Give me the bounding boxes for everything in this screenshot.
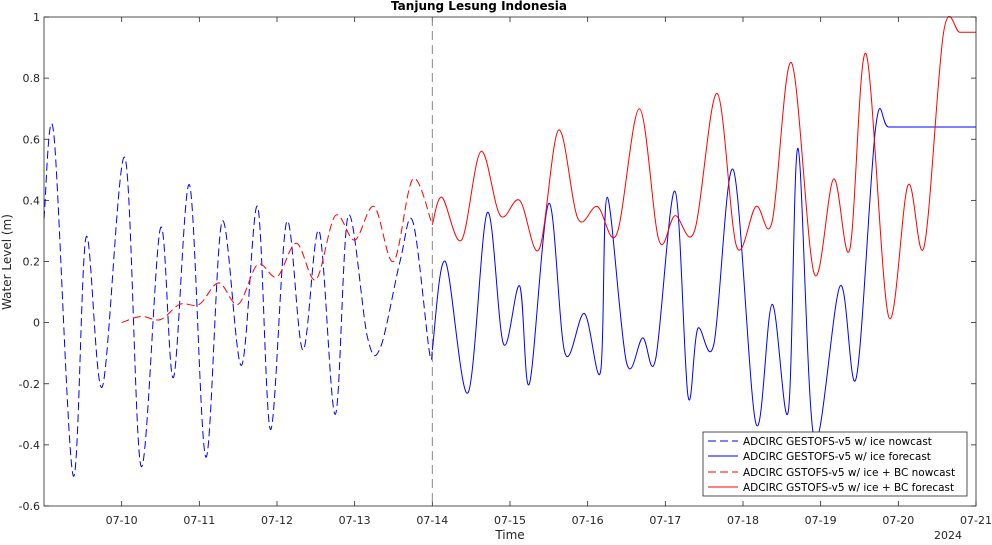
- legend-entry-3: ADCIRC GSTOFS-v5 w/ ice + BC nowcast: [708, 467, 955, 479]
- y-tick-label: 0.4: [23, 194, 41, 207]
- series-line-3: [121, 178, 433, 324]
- y-tick-label: 1: [33, 11, 40, 24]
- x-tick-label: 07-16: [572, 514, 604, 527]
- x-tick-label: 07-15: [494, 514, 526, 527]
- x-tick-label: 07-11: [183, 514, 215, 527]
- legend-entry-2: ADCIRC GESTOFS-v5 w/ ice forecast: [708, 451, 931, 463]
- legend-label-1: ADCIRC GESTOFS-v5 w/ ice nowcast: [743, 436, 932, 448]
- series-line-2: [431, 108, 976, 442]
- legend-label-2: ADCIRC GESTOFS-v5 w/ ice forecast: [743, 451, 931, 463]
- legend-label-3: ADCIRC GSTOFS-v5 w/ ice + BC nowcast: [743, 467, 955, 479]
- y-axis-label: Water Level (m): [0, 214, 14, 310]
- y-tick-label: 0: [33, 317, 40, 330]
- legend-box: [702, 431, 968, 497]
- x-tick-label: 07-19: [805, 514, 837, 527]
- legend: ADCIRC GESTOFS-v5 w/ ice nowcast ADCIRC …: [702, 431, 968, 497]
- year-label: 2024: [934, 529, 962, 541]
- legend-entry-1: ADCIRC GESTOFS-v5 w/ ice nowcast: [708, 436, 932, 448]
- x-tick-label: 07-20: [882, 514, 914, 527]
- y-tick-label: 0.2: [23, 256, 41, 269]
- x-axis-label: Time: [494, 528, 524, 541]
- x-tick-label: 07-14: [416, 514, 448, 527]
- y-tick-label: -0.2: [19, 378, 40, 391]
- x-tick-label: 07-12: [261, 514, 293, 527]
- y-tick-label: 0.8: [23, 72, 41, 85]
- legend-label-4: ADCIRC GSTOFS-v5 w/ ice + BC forecast: [743, 482, 954, 494]
- x-tick-label: 07-10: [106, 514, 138, 527]
- series-line-1: [43, 123, 433, 477]
- y-tick-label: -0.6: [19, 500, 40, 513]
- x-tick-label: 07-18: [727, 514, 759, 527]
- x-tick-label: 07-13: [339, 514, 371, 527]
- y-tick-label: -0.4: [19, 439, 40, 452]
- x-tick-label: 07-21: [960, 514, 992, 527]
- series-line-4: [431, 15, 976, 320]
- legend-entry-4: ADCIRC GSTOFS-v5 w/ ice + BC forecast: [708, 482, 954, 494]
- x-tick-label: 07-17: [649, 514, 681, 527]
- plot-frame: [43, 16, 977, 507]
- y-tick-label: 0.6: [23, 133, 41, 146]
- chart-title: Tanjung Lesung Indonesia: [391, 0, 567, 13]
